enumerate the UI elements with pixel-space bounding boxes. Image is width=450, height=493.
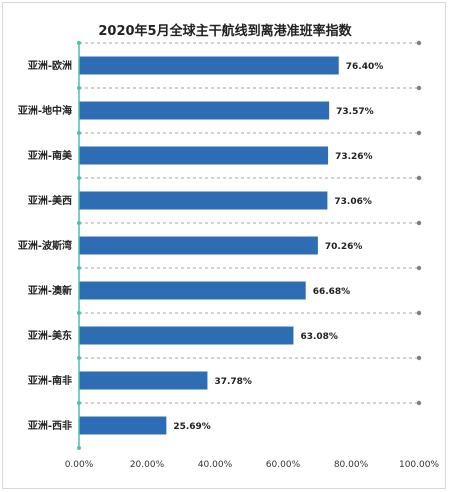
bar [79, 146, 329, 165]
category-label: 亚洲-南美 [28, 149, 73, 162]
category-label: 亚洲-波斯湾 [18, 239, 72, 252]
category-label: 亚洲-美东 [28, 329, 72, 342]
gridline-marker [416, 220, 422, 226]
x-tick-label: 20.00% [130, 460, 165, 470]
gridline-marker [416, 265, 422, 271]
gridline-marker [416, 175, 422, 181]
data-label: 73.57% [336, 107, 374, 117]
data-label: 66.68% [313, 287, 351, 297]
gridline-marker [416, 400, 422, 406]
data-label: 63.08% [300, 332, 338, 342]
bar [79, 371, 208, 390]
category-label: 亚洲-美西 [28, 194, 72, 207]
x-tick-label: 100.00% [399, 460, 439, 470]
gridline-marker [416, 355, 422, 361]
category-label: 亚洲-澳新 [28, 284, 72, 297]
bar [79, 236, 318, 255]
data-label: 25.69% [173, 422, 211, 432]
bar [79, 191, 328, 210]
bar [79, 101, 330, 120]
x-tick-label: 80.00% [334, 460, 369, 470]
data-label: 73.06% [334, 197, 372, 207]
bar [79, 281, 306, 300]
data-label: 37.78% [214, 377, 252, 387]
data-label: 73.26% [335, 152, 373, 162]
gridline-marker [416, 130, 422, 136]
x-tick-label: 0.00% [65, 460, 94, 470]
data-label: 70.26% [325, 242, 363, 252]
category-label: 亚洲-欧洲 [28, 59, 72, 72]
x-tick-label: 60.00% [266, 460, 301, 470]
gridline-marker [416, 40, 422, 46]
x-tick-label: 40.00% [198, 460, 233, 470]
bar [79, 56, 339, 75]
gridline-marker [416, 85, 422, 91]
bar [79, 416, 167, 435]
category-label: 亚洲-西非 [28, 419, 72, 432]
chart-title: 2020年5月全球主干航线到离港准班率指数 [98, 23, 352, 39]
data-label: 76.40% [346, 62, 384, 72]
bar [79, 326, 294, 345]
category-label: 亚洲-地中海 [18, 104, 72, 117]
category-label: 亚洲-南非 [28, 374, 72, 387]
gridline-marker [416, 310, 422, 316]
